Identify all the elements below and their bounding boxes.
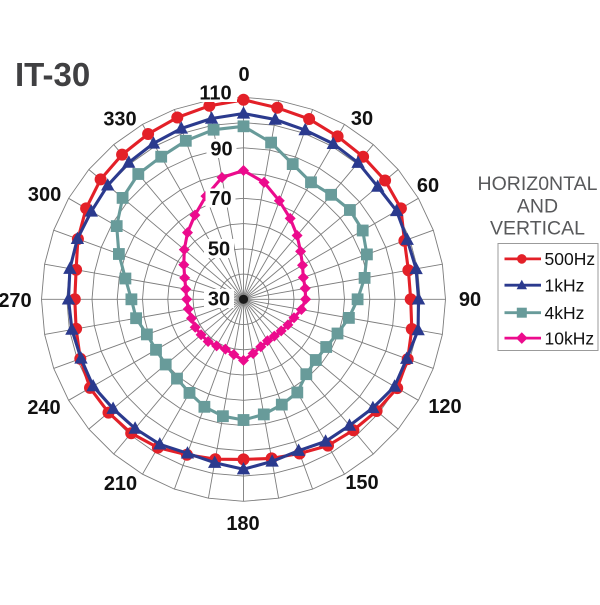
- svg-text:180: 180: [226, 513, 259, 535]
- svg-text:10kHz: 10kHz: [545, 328, 595, 348]
- svg-text:110: 110: [199, 83, 231, 105]
- svg-text:50: 50: [208, 239, 230, 261]
- svg-text:300: 300: [28, 184, 61, 206]
- svg-text:90: 90: [210, 139, 232, 161]
- svg-text:30: 30: [351, 108, 373, 130]
- svg-text:90: 90: [459, 289, 481, 311]
- svg-text:IT-30: IT-30: [15, 56, 90, 93]
- svg-text:1kHz: 1kHz: [545, 275, 585, 295]
- svg-text:60: 60: [417, 175, 439, 197]
- svg-text:270: 270: [0, 290, 32, 312]
- svg-text:210: 210: [104, 473, 137, 495]
- svg-text:4kHz: 4kHz: [545, 303, 585, 323]
- svg-text:240: 240: [27, 397, 60, 419]
- svg-text:70: 70: [209, 188, 231, 210]
- svg-text:30: 30: [208, 289, 230, 311]
- svg-text:150: 150: [345, 472, 378, 494]
- svg-text:330: 330: [103, 109, 136, 131]
- svg-text:0: 0: [238, 64, 249, 86]
- svg-text:VERTICAL: VERTICAL: [490, 218, 585, 240]
- svg-text:HORIZ0NTAL: HORIZ0NTAL: [478, 173, 598, 195]
- svg-text:120: 120: [428, 396, 461, 418]
- svg-text:500Hz: 500Hz: [545, 249, 596, 269]
- svg-text:AND: AND: [517, 196, 558, 218]
